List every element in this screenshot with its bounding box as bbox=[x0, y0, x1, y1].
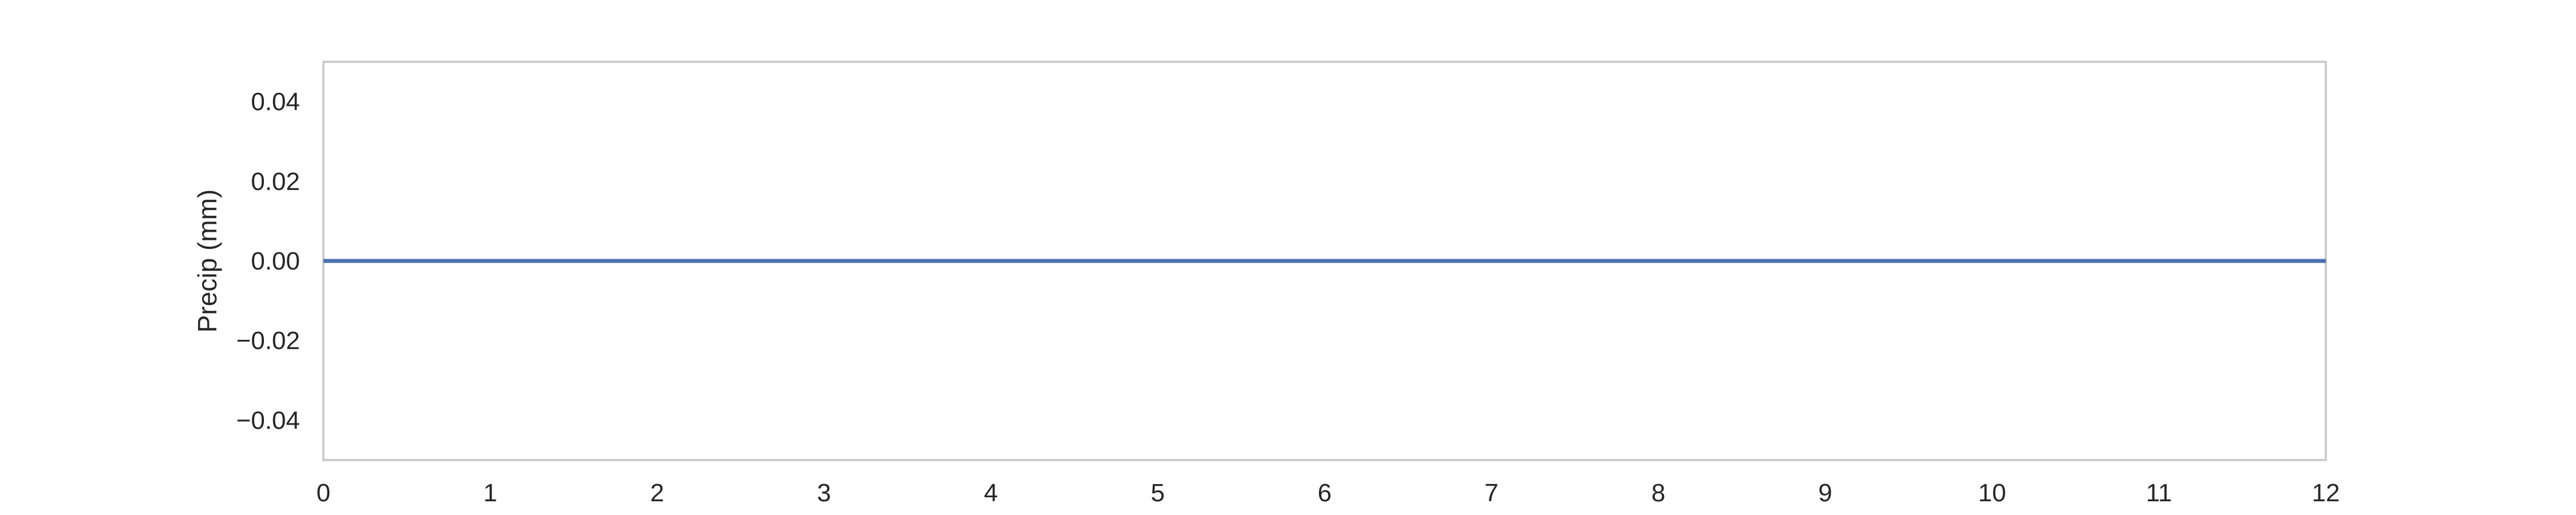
x-tick-label: 0 bbox=[317, 479, 330, 507]
x-tick-label: 7 bbox=[1484, 479, 1498, 507]
x-tick-label: 11 bbox=[2146, 479, 2172, 507]
y-tick-label: 0.04 bbox=[251, 88, 300, 116]
y-tick-label: −0.02 bbox=[236, 327, 300, 355]
x-tick-label: 4 bbox=[984, 479, 998, 507]
x-tick-label: 1 bbox=[483, 479, 497, 507]
y-tick-label: −0.04 bbox=[236, 406, 300, 434]
y-axis: 0.04 0.02 0.00 −0.02 −0.04 bbox=[236, 88, 300, 435]
y-axis-label: Precip (mm) bbox=[192, 189, 222, 332]
x-tick-label: 10 bbox=[1978, 479, 2006, 507]
x-tick-label: 6 bbox=[1318, 479, 1332, 507]
x-axis: 0 1 2 3 4 5 6 7 8 9 10 11 12 bbox=[317, 479, 2340, 507]
y-tick-label: 0.02 bbox=[251, 168, 300, 196]
x-tick-label: 5 bbox=[1151, 479, 1164, 507]
x-tick-label: 12 bbox=[2312, 479, 2340, 507]
x-tick-label: 3 bbox=[817, 479, 831, 507]
y-tick-label: 0.00 bbox=[251, 247, 300, 275]
x-tick-label: 2 bbox=[650, 479, 664, 507]
x-tick-label: 9 bbox=[1818, 479, 1832, 507]
x-tick-label: 8 bbox=[1652, 479, 1665, 507]
